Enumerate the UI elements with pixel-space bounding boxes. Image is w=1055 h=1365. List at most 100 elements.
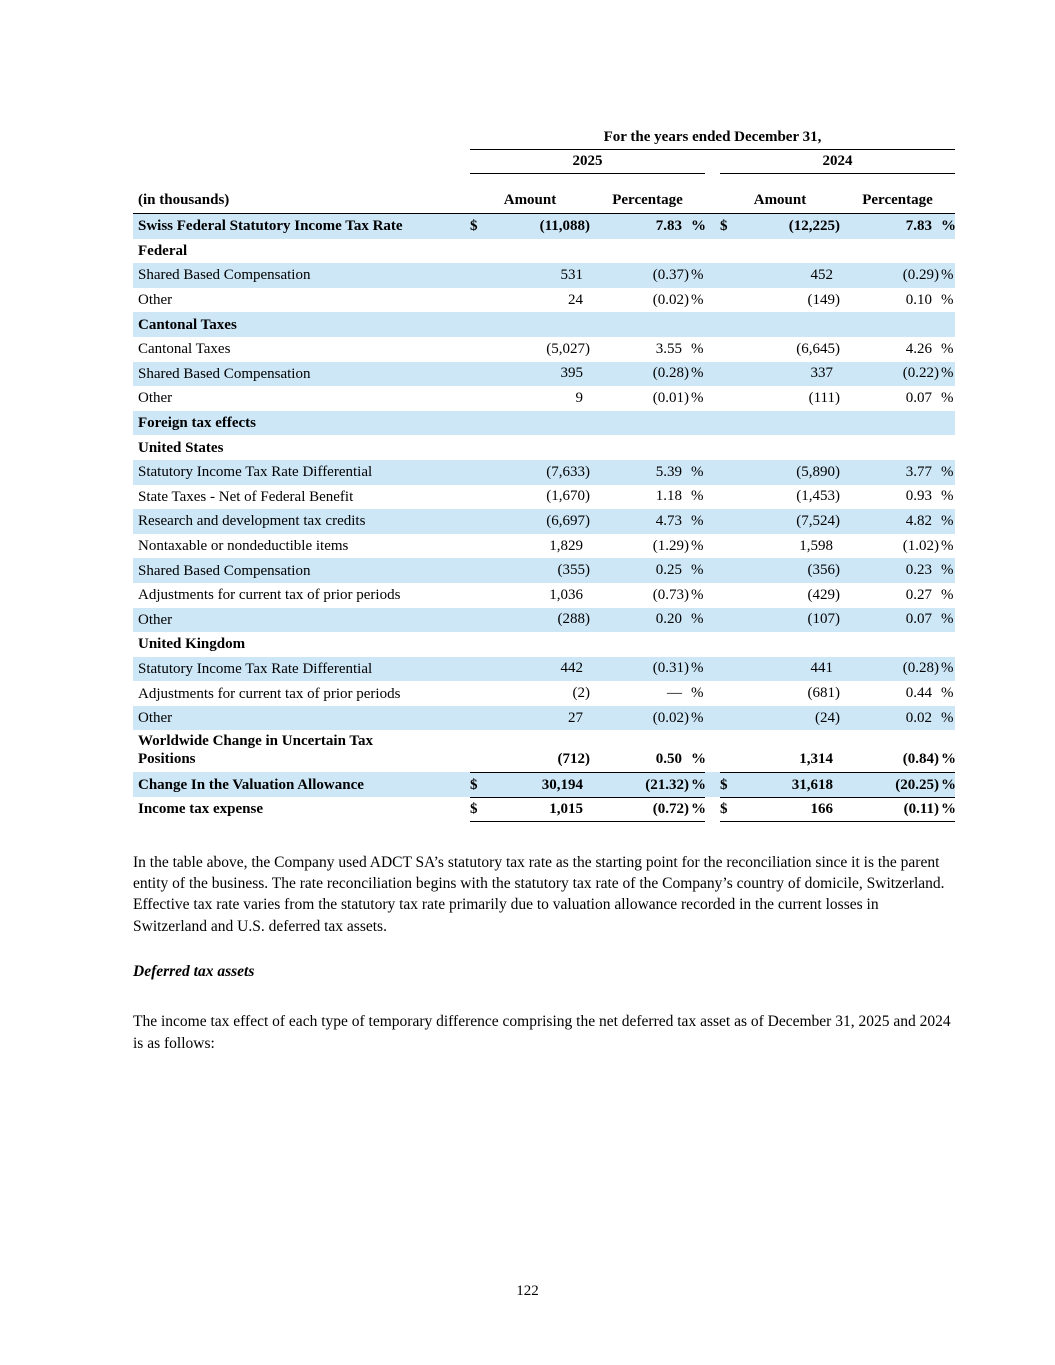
pct-value: 4.73 [655,512,682,529]
pct-value: 4.26 [905,340,932,357]
pct-2024: (0.29)% [840,263,955,288]
table-row: Income tax expense $1,015 (0.72)% $166 (0.11… [133,797,956,822]
pct-value: (20.25) [895,776,939,793]
percent-sign: % [941,389,954,406]
column-gap [705,608,720,633]
pct-2025: 5.39% [590,460,705,485]
pct-value: 0.20 [655,611,682,628]
table-row: United States [133,435,955,460]
tax-table-body: Swiss Federal Statutory Income Tax Rate $… [133,214,956,822]
tax-explanation-paragraph: In the table above, the Company used ADC… [133,853,945,935]
percent-sign: % [941,537,954,554]
dollar-sign-2025 [470,435,490,460]
percent-sign: % [691,776,706,793]
amount-value: (111) [808,389,840,406]
pct-2024: 0.27% [840,583,955,608]
dollar-sign-2024 [720,706,740,731]
amount-header-2025: Amount [503,191,557,208]
table-row: Other 27 (0.02)% (24) 0.02% [133,705,955,731]
pct-2025: 0.50% [590,730,706,772]
pct-value: 0.07 [905,389,932,406]
deferred-tax-assets-heading: Deferred tax assets [133,963,255,981]
percent-sign: % [691,389,704,406]
row-label: Shared Based Compensation [138,562,311,579]
pct-2024: 0.02% [840,706,955,731]
amount-value: 531 [560,266,584,283]
dollar-sign-2025 [470,509,490,534]
amount-2025: 442 [490,657,590,682]
amount-value: 337 [810,365,834,382]
pct-value: (0.22) [902,365,939,382]
pct-value: 3.55 [655,340,682,357]
pct-2025: 0.20% [590,608,705,633]
row-label: Other [138,292,173,309]
page-content: For the years ended December 31, 2025 20… [133,126,956,1054]
dollar-sign-2024 [720,263,740,288]
column-gap [705,411,720,436]
amount-value: (12,225) [788,217,840,234]
percent-sign: % [941,512,954,529]
dollar-sign-2024 [720,558,740,583]
amount-2024: (24) [740,706,840,731]
column-gap [705,681,720,706]
dollar-sign-2025 [470,460,490,485]
pct-2025: (0.37)% [590,263,705,288]
amount-value: (1,670) [546,488,590,505]
table-row: Shared Based Compensation 395 (0.28)% 337 (0… [133,361,955,387]
amount-2025: 9 [490,386,590,411]
percent-sign: % [941,776,956,793]
dollar-sign-2024 [720,534,740,559]
dollar-sign-2025 [470,706,490,731]
amount-value: (6,697) [546,512,590,529]
column-gap [705,583,720,608]
column-gap [705,239,720,264]
dollar-sign-2025 [470,608,490,633]
amount-2024 [740,312,840,337]
amount-2025: 27 [490,706,590,731]
dollar-sign-2024 [720,583,740,608]
amount-value: 30,194 [541,776,583,793]
percent-sign: % [691,709,704,726]
pct-2025: (0.02)% [590,288,705,313]
dollar-sign-2025 [470,558,490,583]
amount-value: (7,633) [546,463,590,480]
amount-value: (11,088) [539,217,590,234]
pct-value: (0.72) [652,800,689,817]
pct-value: 0.27 [905,586,932,603]
year-2025-header: 2025 [470,153,705,174]
dollar-sign-2024 [720,312,740,337]
column-gap [705,485,720,510]
amount-value: (7,524) [796,512,840,529]
amount-value: 27 [568,709,583,726]
dollar-sign-2025: $ [470,772,490,797]
amount-value: 395 [560,365,584,382]
pct-2024: 3.77% [840,460,955,485]
amount-value: 1,036 [549,586,583,603]
row-label: Adjustments for current tax of prior per… [138,587,401,604]
amount-2024 [740,632,840,657]
pct-value: (0.28) [652,365,689,382]
percent-sign: % [691,537,704,554]
amount-2024: (356) [740,558,841,583]
amount-2025: (1,670) [490,485,590,510]
percentage-header-2025: Percentage [612,191,683,208]
pct-value: 0.10 [905,291,932,308]
column-gap [705,460,720,485]
dollar-sign-2025 [470,288,490,313]
table-header-columns: (in thousands) Amount Percentage Amount … [133,187,955,214]
pct-value: 0.07 [905,611,932,628]
column-gap [705,435,720,460]
table-row: Nontaxable or nondeductible items 1,829 (1… [133,534,955,559]
table-row: Other 24 (0.02)% (149) 0.10% [133,288,955,313]
pct-value: (0.29) [902,266,939,283]
percent-sign: % [941,463,954,480]
tax-reconciliation-table: For the years ended December 31, 2025 20… [133,126,956,822]
amount-value: 1,015 [549,800,583,817]
table-header-years-ended: For the years ended December 31, [133,126,955,150]
percentage-header-2024: Percentage [862,191,933,208]
amount-2024: (429) [740,583,841,608]
dollar-sign-2024 [720,657,740,682]
page-number: 122 [516,1283,539,1299]
amount-value: 1,829 [549,537,583,554]
